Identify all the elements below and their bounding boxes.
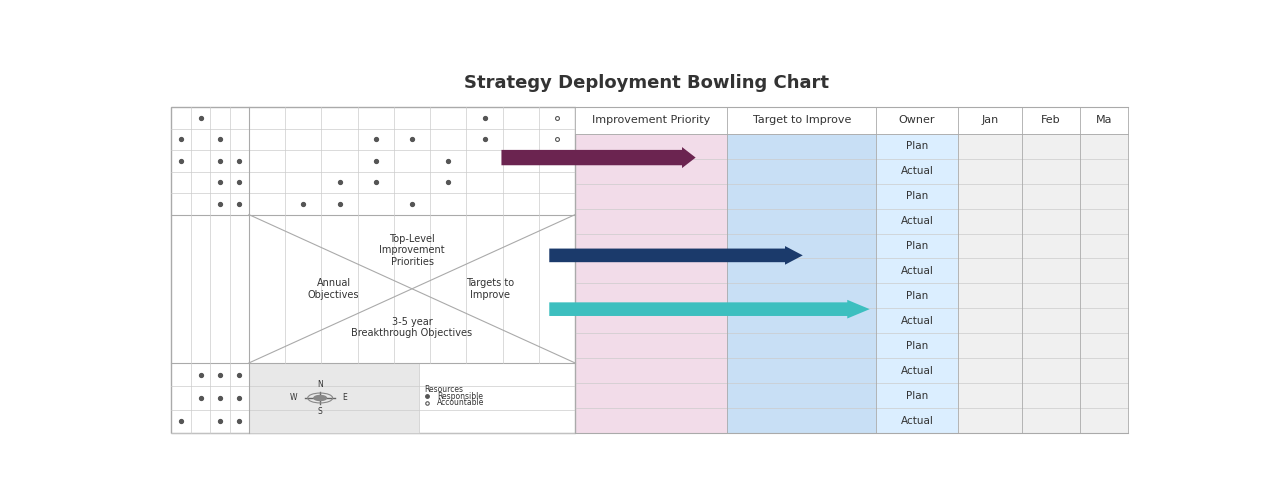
Text: Plan: Plan bbox=[906, 241, 929, 251]
Text: Improvement Priority: Improvement Priority bbox=[592, 115, 711, 125]
Bar bbox=[575, 134, 727, 433]
Text: Jan: Jan bbox=[981, 115, 998, 125]
Bar bbox=[249, 363, 419, 433]
Text: Plan: Plan bbox=[906, 191, 929, 201]
Text: Plan: Plan bbox=[906, 291, 929, 301]
Text: Actual: Actual bbox=[901, 266, 934, 276]
Bar bbox=[1022, 134, 1080, 433]
Text: Plan: Plan bbox=[906, 141, 929, 151]
Bar bbox=[1080, 134, 1128, 433]
Text: N: N bbox=[317, 380, 323, 389]
Text: Top-Level
Improvement
Priorities: Top-Level Improvement Priorities bbox=[379, 234, 444, 267]
Text: Strategy Deployment Bowling Chart: Strategy Deployment Bowling Chart bbox=[464, 74, 829, 92]
Polygon shape bbox=[501, 147, 695, 168]
Text: 3-5 year
Breakthrough Objectives: 3-5 year Breakthrough Objectives bbox=[351, 317, 472, 338]
Text: Actual: Actual bbox=[901, 216, 934, 226]
Bar bbox=[876, 134, 958, 433]
Text: W: W bbox=[290, 394, 298, 403]
Text: Plan: Plan bbox=[906, 391, 929, 401]
Text: Resources: Resources bbox=[424, 385, 463, 394]
Text: Responsible: Responsible bbox=[437, 392, 483, 401]
Bar bbox=[727, 134, 876, 433]
Text: Accountable: Accountable bbox=[437, 398, 485, 407]
Polygon shape bbox=[549, 300, 870, 319]
Text: Targets to
Improve: Targets to Improve bbox=[466, 278, 515, 299]
Text: Actual: Actual bbox=[901, 416, 934, 425]
Text: Actual: Actual bbox=[901, 366, 934, 375]
Bar bbox=[172, 107, 575, 433]
Polygon shape bbox=[549, 246, 803, 265]
Text: Feb: Feb bbox=[1041, 115, 1060, 125]
Text: Ma: Ma bbox=[1095, 115, 1112, 125]
Text: Owner: Owner bbox=[899, 115, 935, 125]
Text: Actual: Actual bbox=[901, 166, 934, 176]
Text: Annual
Objectives: Annual Objectives bbox=[308, 278, 360, 299]
Text: Target to Improve: Target to Improve bbox=[752, 115, 851, 125]
Bar bbox=[958, 134, 1022, 433]
Text: Actual: Actual bbox=[901, 316, 934, 326]
Circle shape bbox=[314, 396, 327, 401]
Text: Plan: Plan bbox=[906, 341, 929, 351]
Text: S: S bbox=[318, 407, 323, 416]
Bar bbox=[575, 107, 1128, 134]
Text: E: E bbox=[343, 394, 347, 403]
